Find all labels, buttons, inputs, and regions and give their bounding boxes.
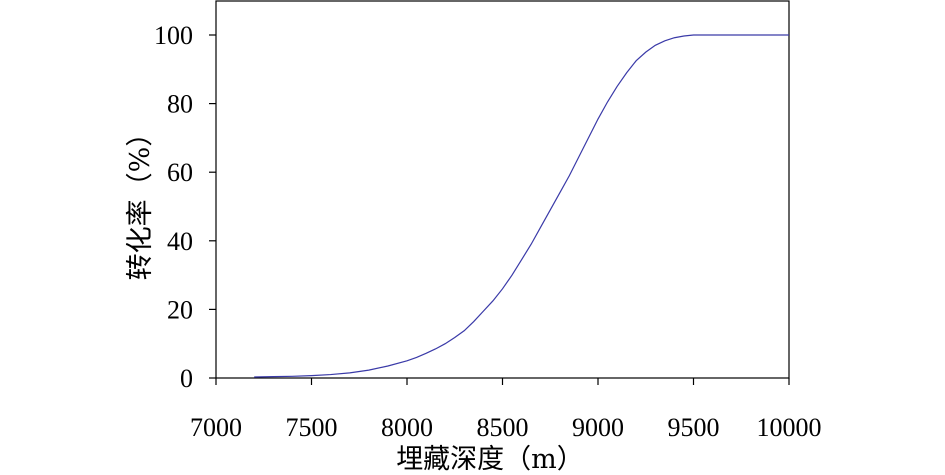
y-tick-label: 40 xyxy=(167,227,193,256)
y-tick-label: 80 xyxy=(167,90,193,119)
y-tick-label: 100 xyxy=(154,21,193,50)
x-tick-label: 10000 xyxy=(757,413,822,442)
series-line xyxy=(254,34,789,378)
y-tick-label: 20 xyxy=(167,295,193,324)
y-tick-label: 60 xyxy=(167,158,193,187)
x-tick-label: 8000 xyxy=(381,413,433,442)
y-axis-title: 转化率（%） xyxy=(125,120,156,281)
x-axis-title: 埋藏深度（m） xyxy=(396,444,584,475)
x-tick-label: 7500 xyxy=(286,413,338,442)
x-tick-label: 8500 xyxy=(477,413,529,442)
x-axis: 7000 7500 8000 8500 9000 9500 10000 xyxy=(190,378,822,442)
x-tick-label: 9000 xyxy=(572,413,624,442)
y-tick-label: 0 xyxy=(180,364,193,393)
plot-frame xyxy=(215,0,790,379)
y-axis: 0 20 40 60 80 100 xyxy=(154,21,216,393)
x-tick-label: 9500 xyxy=(668,413,720,442)
x-tick-label: 7000 xyxy=(190,413,242,442)
